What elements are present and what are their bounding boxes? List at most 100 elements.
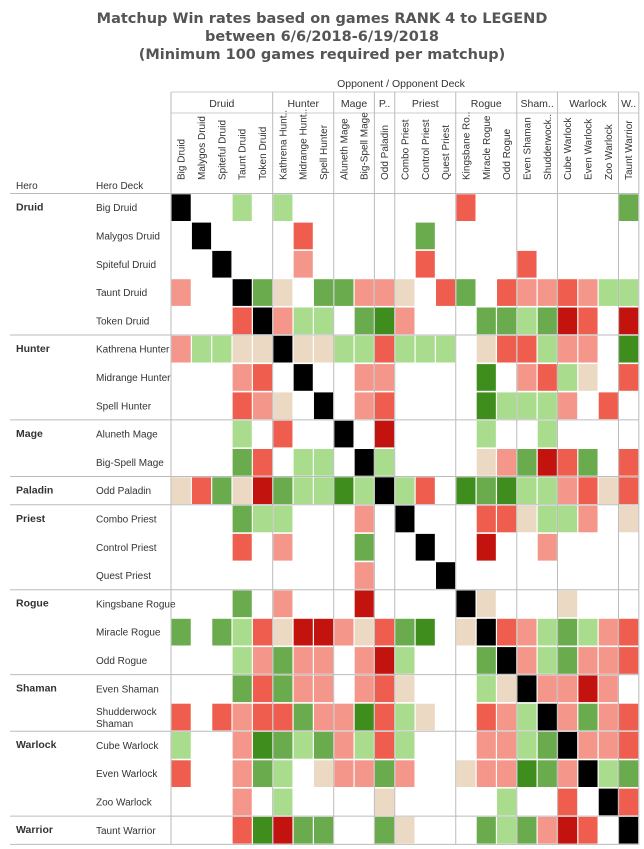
row-label-5: Kathrena Hunter: [96, 345, 170, 356]
cell-taunt-druid-vs-5: [273, 279, 293, 306]
cell-odd-paladin-vs-7: [313, 477, 334, 504]
cell-cube-warlock-vs-4: [252, 732, 273, 759]
cell-miracle-rogue-vs-9: [354, 618, 374, 646]
cell-spell-hunter-vs-18: [537, 392, 557, 420]
row-label-9: Big-Spell Mage: [96, 458, 164, 469]
column-label-9: Big-Spell Mage: [360, 112, 371, 180]
cell-odd-rogue-vs-4: [252, 647, 273, 674]
cell-control-priest-vs-18: [537, 533, 557, 561]
title-line-3: (Minimum 100 games required per matchup): [138, 47, 506, 63]
row-label-0: Big Druid: [96, 203, 137, 214]
row-label-18: Shudderwock Shaman: [96, 707, 158, 730]
row-label-14: Kingsbane Rogue: [96, 599, 176, 610]
cell-combo-priest-vs-4: [252, 505, 273, 533]
cell-miracle-rogue-vs-8: [334, 618, 354, 646]
grid-layer: Druid Hunter Mage P.. Priest Rogue Sham.. Warlo…: [10, 91, 640, 845]
row-group-label-mage: Mage: [16, 428, 43, 440]
cell-kathrena-hunter-vs-20: [578, 335, 598, 363]
cell-token-druid-vs-20: [578, 307, 598, 335]
row-label-13: Quest Priest: [96, 571, 151, 582]
column-group-label-8: W..: [621, 98, 636, 110]
cell-shudderwock-shaman-vs-15: [476, 703, 496, 731]
cell-even-shaman-vs-19: [558, 675, 578, 703]
column-label-10: Odd Paladin: [380, 125, 391, 180]
cell-miracle-rogue-vs-15: [476, 618, 496, 646]
cell-kingsbane-rogue-vs-3: [232, 590, 252, 618]
cell-big-spell-mage-vs-20: [578, 449, 598, 476]
cell-shudderwock-shaman-vs-0: [171, 703, 191, 731]
cell-big-druid-vs-3: [232, 194, 252, 221]
cell-taunt-warrior-vs-22: [619, 816, 639, 844]
cell-kingsbane-rogue-vs-19: [558, 590, 578, 618]
cell-kathrena-hunter-vs-18: [537, 335, 557, 363]
row-label-17: Even Shaman: [96, 684, 159, 695]
column-group-label-4: Priest: [412, 98, 439, 110]
column-label-18: Shudderwock..: [543, 114, 554, 180]
cell-odd-rogue-vs-9: [354, 647, 374, 674]
cell-shudderwock-shaman-vs-4: [252, 703, 273, 731]
cell-odd-rogue-vs-7: [313, 647, 334, 674]
row-group-label-priest: Priest: [16, 513, 46, 525]
cell-malygos-druid-vs-1: [191, 222, 212, 250]
cell-cube-warlock-vs-16: [497, 732, 517, 759]
cell-miracle-rogue-vs-10: [375, 618, 395, 646]
cell-kathrena-hunter-vs-0: [171, 335, 191, 363]
row-label-3: Taunt Druid: [96, 288, 147, 299]
cell-midrange-hunter-vs-20: [578, 364, 598, 391]
cell-miracle-rogue-vs-12: [415, 618, 435, 646]
cell-taunt-druid-vs-7: [313, 279, 334, 306]
cell-big-spell-mage-vs-10: [375, 449, 395, 476]
column-label-13: Quest Priest: [441, 125, 452, 180]
cell-midrange-hunter-vs-9: [354, 364, 374, 391]
cell-control-priest-vs-5: [273, 533, 293, 561]
cell-midrange-hunter-vs-22: [619, 364, 639, 391]
row-label-20: Even Warlock: [96, 769, 158, 780]
cell-taunt-druid-vs-16: [497, 279, 517, 306]
cell-miracle-rogue-vs-11: [395, 618, 415, 646]
cell-taunt-warrior-vs-19: [558, 816, 578, 844]
column-label-15: Miracle Rogue: [482, 115, 493, 180]
column-label-8: Aluneth Mage: [339, 118, 350, 180]
cell-odd-paladin-vs-14: [456, 477, 476, 504]
cell-aluneth-mage-vs-3: [232, 420, 252, 448]
cell-miracle-rogue-vs-17: [517, 618, 537, 646]
cell-token-druid-vs-16: [497, 307, 517, 335]
cell-shudderwock-shaman-vs-19: [558, 703, 578, 731]
cell-control-priest-vs-15: [476, 533, 496, 561]
column-label-20: Even Warlock: [583, 118, 594, 180]
cell-odd-paladin-vs-18: [537, 477, 557, 504]
cell-shudderwock-shaman-vs-5: [273, 703, 293, 731]
cell-big-druid-vs-22: [619, 194, 639, 221]
cell-kathrena-hunter-vs-4: [252, 335, 273, 363]
cell-cube-warlock-vs-22: [619, 732, 639, 759]
column-group-label-7: Warlock: [569, 98, 607, 110]
cell-miracle-rogue-vs-4: [252, 618, 273, 646]
column-label-2: Spiteful Druid: [217, 120, 228, 180]
column-label-3: Taunt Druid: [238, 129, 249, 180]
cell-taunt-druid-vs-4: [252, 279, 273, 306]
cell-combo-priest-vs-17: [517, 505, 537, 533]
cell-kathrena-hunter-vs-6: [293, 335, 313, 363]
cell-kathrena-hunter-vs-2: [212, 335, 232, 363]
cell-odd-paladin-vs-4: [252, 477, 273, 504]
row-label-2: Spiteful Druid: [96, 260, 156, 271]
cell-control-priest-vs-9: [354, 533, 374, 561]
cell-spell-hunter-vs-9: [354, 392, 374, 420]
row-label-4: Token Druid: [96, 316, 149, 327]
cell-odd-paladin-vs-5: [273, 477, 293, 504]
cell-token-druid-vs-6: [293, 307, 313, 335]
cell-combo-priest-vs-19: [558, 505, 578, 533]
cell-token-druid-vs-5: [273, 307, 293, 335]
cell-big-spell-mage-vs-17: [517, 449, 537, 476]
cell-kingsbane-rogue-vs-9: [354, 590, 374, 618]
cell-odd-rogue-vs-22: [619, 647, 639, 674]
cell-control-priest-vs-3: [232, 533, 252, 561]
cell-kathrena-hunter-vs-11: [395, 335, 415, 363]
cell-midrange-hunter-vs-18: [537, 364, 557, 391]
cell-even-shaman-vs-15: [476, 675, 496, 703]
cell-odd-rogue-vs-21: [598, 647, 618, 674]
cell-odd-paladin-vs-17: [517, 477, 537, 504]
column-label-5: Kathrena Hunt..: [278, 110, 289, 180]
cell-odd-paladin-vs-12: [415, 477, 435, 504]
cell-even-shaman-vs-10: [375, 675, 395, 703]
